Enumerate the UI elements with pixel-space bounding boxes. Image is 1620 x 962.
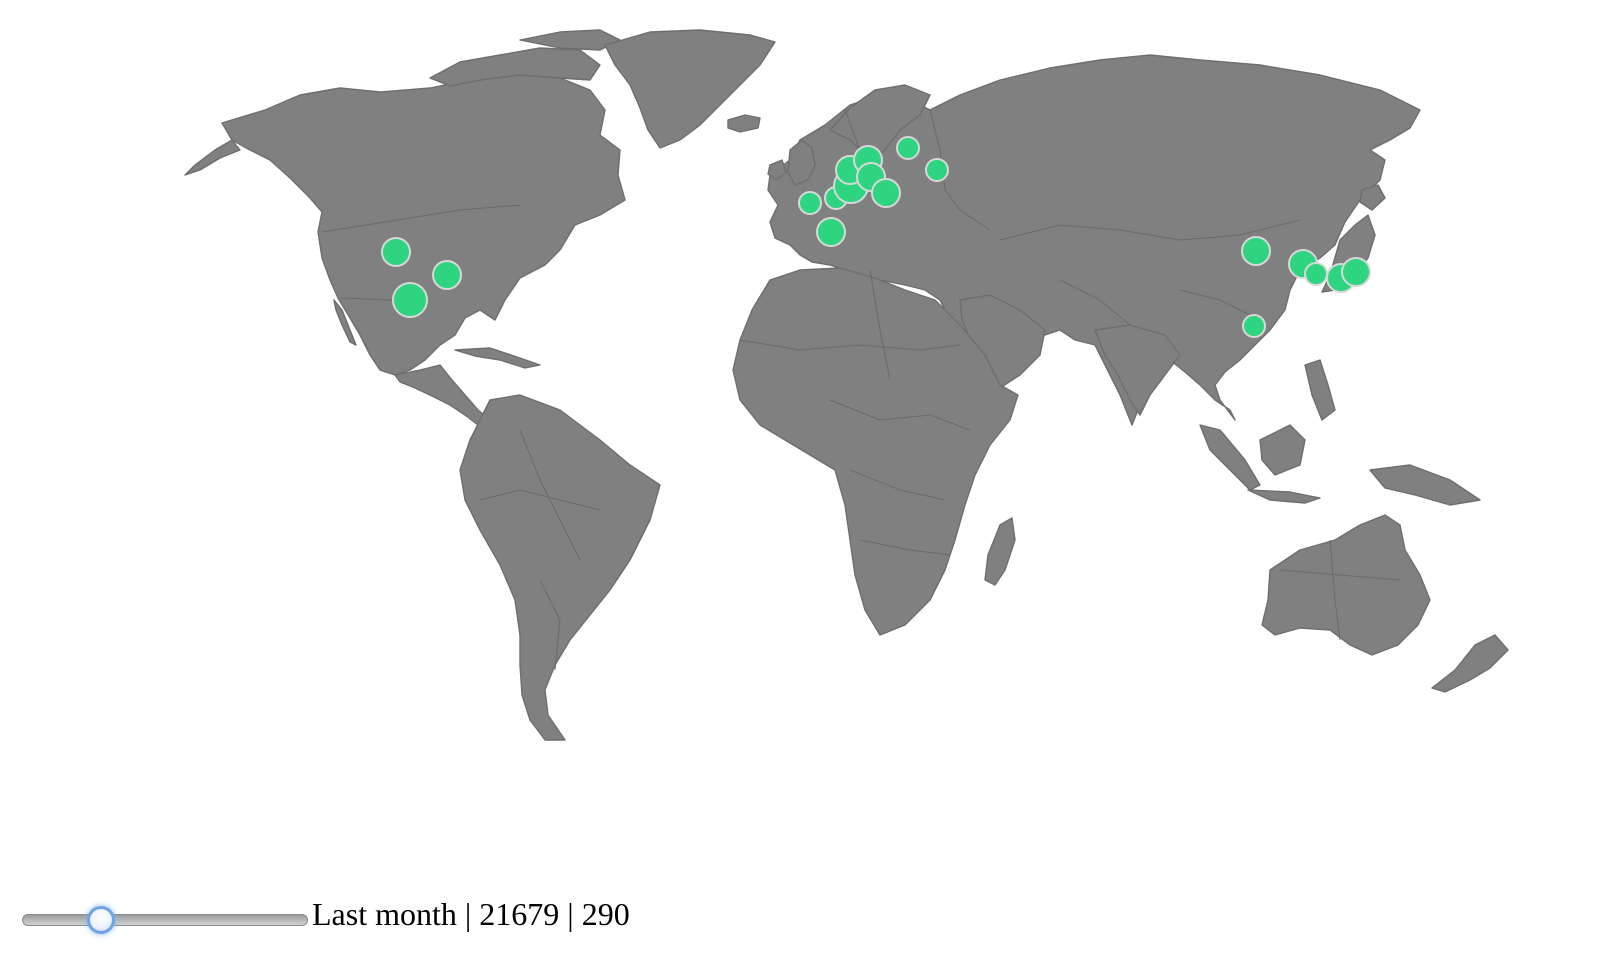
world-map	[184, 29, 1509, 741]
ireland	[767, 159, 787, 181]
caribbean-islands	[454, 347, 541, 369]
separator-2: |	[567, 896, 574, 932]
baja-california	[333, 299, 357, 346]
south-america	[459, 394, 661, 741]
status-line: Last month | 21679 | 290	[312, 896, 630, 933]
arctic-archipelago	[429, 47, 601, 87]
indian-subcontinent	[1094, 324, 1181, 416]
new-guinea	[1369, 464, 1481, 506]
data-markers	[381, 136, 1371, 338]
map-marker[interactable]	[798, 191, 822, 215]
africa	[732, 267, 1019, 636]
map-marker[interactable]	[381, 237, 411, 267]
separator-1: |	[464, 896, 472, 932]
timeline-controls: Last month | 21679 | 290	[22, 896, 782, 956]
sumatra	[1199, 424, 1261, 491]
hokkaido	[1359, 184, 1386, 211]
scandinavia	[829, 84, 931, 161]
map-marker[interactable]	[896, 136, 920, 160]
borneo	[1259, 424, 1306, 476]
landmasses	[184, 29, 1509, 741]
philippines	[1304, 359, 1336, 421]
map-marker[interactable]	[1242, 314, 1266, 338]
java	[1247, 489, 1321, 504]
alaska-peninsula	[184, 139, 241, 176]
madagascar	[984, 517, 1016, 586]
count-value: 290	[581, 896, 630, 932]
period-label: Last month	[312, 896, 457, 932]
map-marker[interactable]	[432, 260, 462, 290]
total-value: 21679	[479, 896, 560, 932]
iceland	[727, 114, 761, 133]
great-britain	[787, 139, 816, 186]
map-marker[interactable]	[871, 178, 901, 208]
map-marker[interactable]	[1241, 236, 1271, 266]
new-zealand	[1431, 634, 1509, 693]
map-marker[interactable]	[816, 217, 846, 247]
map-marker[interactable]	[1341, 257, 1371, 287]
map-marker[interactable]	[1304, 262, 1328, 286]
map-marker[interactable]	[925, 158, 949, 182]
greenland	[604, 29, 776, 149]
australia	[1261, 514, 1431, 656]
north-america	[221, 74, 626, 376]
arctic-island-north	[519, 29, 621, 51]
map-marker[interactable]	[392, 282, 428, 318]
time-range-slider[interactable]	[22, 914, 308, 926]
